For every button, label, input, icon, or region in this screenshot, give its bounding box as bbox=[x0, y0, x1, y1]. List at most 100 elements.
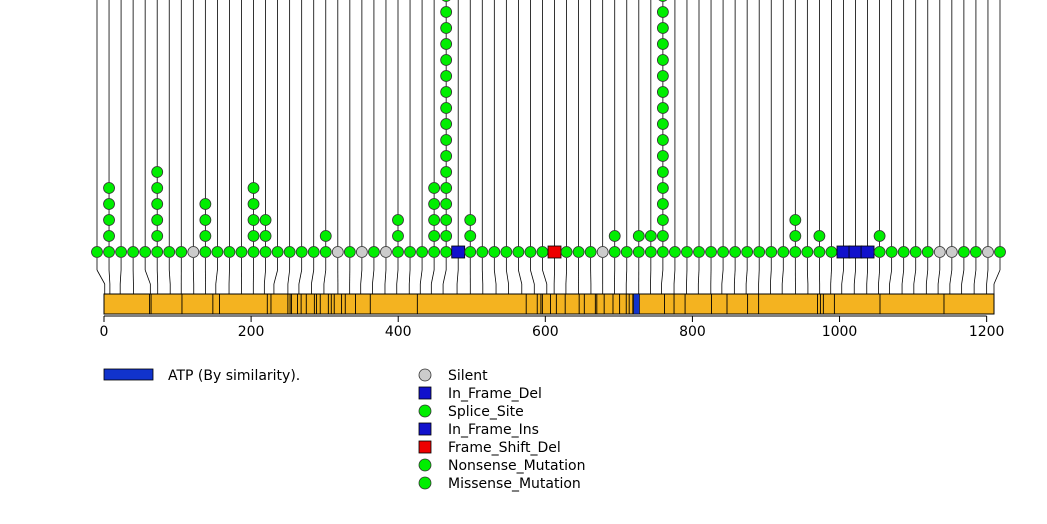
connector-diagonal bbox=[442, 269, 447, 285]
connector-diagonal bbox=[396, 269, 399, 285]
connector-diagonal bbox=[625, 269, 628, 285]
mutation-marker bbox=[247, 214, 260, 226]
mutation-marker bbox=[259, 246, 272, 258]
mutation-marker bbox=[428, 230, 441, 242]
mutation-marker bbox=[644, 246, 657, 258]
mutation-marker bbox=[500, 246, 513, 258]
mutation-marker bbox=[127, 246, 140, 258]
legend-label-frame-shift-del: Frame_Shift_Del bbox=[448, 440, 561, 456]
axis-tick-label: 0 bbox=[100, 324, 109, 340]
mutation-marker bbox=[247, 246, 260, 258]
mutation-marker bbox=[608, 246, 621, 258]
axis-tick-label: 400 bbox=[385, 324, 412, 340]
mutation-marker bbox=[331, 246, 344, 258]
mutation-marker bbox=[656, 134, 669, 146]
connector-diagonal bbox=[841, 269, 844, 285]
legend-label-splice-site: Splice_Site bbox=[448, 404, 524, 420]
connector-diagonal bbox=[673, 269, 676, 285]
mutation-marker bbox=[957, 246, 970, 258]
mutation-marker bbox=[103, 198, 115, 210]
connector-diagonal bbox=[993, 269, 1001, 285]
connector-diagonal bbox=[360, 269, 363, 285]
mutation-marker bbox=[656, 214, 669, 226]
legend-item-nonsense-mutation: Nonsense_Mutation bbox=[418, 458, 585, 474]
mutation-marker bbox=[547, 245, 562, 259]
connector-diagonal bbox=[108, 269, 111, 285]
mutation-marker bbox=[656, 118, 669, 130]
mutation-marker bbox=[283, 246, 296, 258]
mutation-marker bbox=[656, 54, 669, 66]
legend-item-splice-site: Splice_Site bbox=[418, 404, 524, 420]
mutation-marker bbox=[476, 246, 489, 258]
legend-item-frame-shift-del: Frame_Shift_Del bbox=[418, 440, 561, 456]
axis-tick-label: 1200 bbox=[969, 324, 1005, 340]
mutation-marker bbox=[115, 246, 127, 258]
mutation-marker bbox=[572, 246, 585, 258]
connector-diagonal bbox=[430, 269, 435, 285]
mutation-marker bbox=[440, 166, 453, 178]
mutation-marker bbox=[632, 246, 645, 258]
connector-diagonal bbox=[505, 269, 509, 285]
connector-diagonal bbox=[481, 269, 484, 285]
axis-tick-label: 200 bbox=[238, 324, 265, 340]
mutation-marker bbox=[753, 246, 766, 258]
connector-diagonal bbox=[961, 269, 965, 285]
connector-diagonal bbox=[518, 269, 523, 285]
mutation-marker bbox=[451, 245, 466, 259]
mutation-marker bbox=[658, 0, 668, 2]
mutation-marker bbox=[368, 246, 380, 258]
legend-marker-nonsense-mutation bbox=[418, 458, 432, 472]
legend-label-in-frame-del: In_Frame_Del bbox=[448, 386, 542, 402]
mutation-marker bbox=[464, 214, 477, 226]
mutation-marker bbox=[259, 214, 272, 226]
mutation-marker bbox=[440, 134, 453, 146]
mutation-marker bbox=[151, 182, 164, 194]
connector-diagonal bbox=[215, 269, 218, 285]
connector-diagonal bbox=[298, 269, 303, 285]
mutation-marker bbox=[789, 230, 802, 242]
mutation-marker bbox=[789, 246, 802, 258]
mutation-marker bbox=[656, 70, 669, 82]
mutation-marker bbox=[656, 102, 669, 114]
connector-diagonal bbox=[144, 269, 151, 285]
connector-diagonal bbox=[372, 269, 375, 285]
legend-item-in-frame-ins: In_Frame_Ins bbox=[418, 422, 539, 438]
mutation-marker bbox=[921, 246, 934, 258]
connector-diagonal bbox=[986, 269, 989, 285]
mutation-marker bbox=[705, 246, 717, 258]
position-connectors bbox=[96, 258, 1001, 294]
mutation-marker bbox=[343, 246, 356, 258]
connector-diagonal bbox=[168, 269, 171, 285]
mutation-marker bbox=[741, 246, 754, 258]
mutation-marker bbox=[187, 246, 200, 258]
mutation-marker bbox=[933, 246, 946, 258]
mutation-marker bbox=[464, 230, 477, 242]
mutation-marker bbox=[524, 246, 537, 258]
mutation-type-legend: Silent In_Frame_Del Splice_Site In_Frame… bbox=[418, 368, 585, 492]
connector-diagonal bbox=[565, 269, 567, 285]
mutation-marker bbox=[199, 246, 212, 258]
connector-diagonal bbox=[96, 269, 106, 285]
mutation-marker bbox=[151, 246, 164, 258]
mutation-marker bbox=[163, 246, 176, 258]
mutation-marker bbox=[199, 198, 212, 210]
mutation-marker bbox=[151, 166, 164, 178]
mutation-marker bbox=[392, 230, 404, 242]
mutation-marker bbox=[199, 214, 212, 226]
mutation-marker bbox=[428, 182, 441, 194]
connector-diagonal bbox=[745, 269, 748, 285]
mutation-marker bbox=[836, 245, 851, 259]
mutation-marker bbox=[681, 246, 693, 258]
connector-diagonal bbox=[901, 269, 905, 285]
mutation-marker bbox=[608, 230, 621, 242]
mutation-marker bbox=[440, 38, 453, 50]
mutation-marker bbox=[103, 182, 115, 194]
mutation-marker bbox=[307, 246, 320, 258]
mutation-marker bbox=[656, 6, 669, 18]
mutation-marker bbox=[982, 246, 994, 258]
legend-marker-in-frame-del bbox=[418, 386, 432, 400]
mutation-marker bbox=[873, 230, 886, 242]
connector-diagonal bbox=[263, 269, 266, 285]
legend-marker-silent bbox=[418, 368, 432, 382]
mutation-marker bbox=[656, 230, 669, 242]
